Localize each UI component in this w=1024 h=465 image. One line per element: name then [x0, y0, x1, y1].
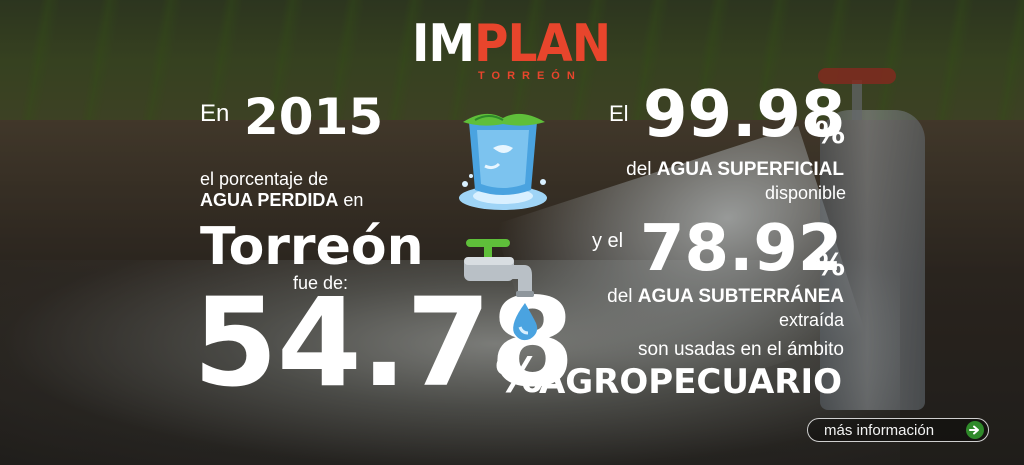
water-lost-bold: AGUA PERDIDA: [200, 190, 339, 210]
surface-water-prefix: del: [626, 159, 652, 180]
faucet-icon: [464, 239, 538, 341]
lost-water-value: 54.78: [193, 272, 575, 414]
water-lost-suffix: en: [343, 190, 364, 210]
surface-water-bold: AGUA SUPERFICIAL: [656, 159, 844, 180]
groundwater-label: del AGUA SUBTERRÁNEA: [607, 286, 844, 308]
more-info-button[interactable]: más información: [807, 418, 989, 442]
intro-text: En: [200, 100, 230, 127]
right-intro-yel: y el: [592, 230, 624, 252]
groundwater-bold: AGUA SUBTERRÁNEA: [637, 286, 844, 307]
percentage-text: el porcentaje de: [200, 169, 329, 189]
surface-water-label: del AGUA SUPERFICIAL: [626, 159, 844, 181]
usage-text: son usadas en el ámbito: [638, 339, 844, 360]
surface-water-percent-sign: %: [815, 116, 846, 151]
logo-subtitle: TORREÓN: [478, 70, 582, 82]
water-glass-icon: [459, 113, 547, 210]
year-heading: 2015: [244, 88, 384, 146]
more-info-label: más información: [824, 421, 935, 439]
implan-logo: IMPLAN: [412, 18, 611, 70]
logo-plan: PLAN: [474, 14, 611, 74]
surface-water-value: 99.98: [643, 78, 846, 152]
groundwater-value: 78.92: [640, 212, 843, 286]
arrow-right-icon: [966, 421, 984, 439]
surface-water-available: disponible: [764, 183, 846, 203]
lost-water-percent-sign: %: [495, 348, 544, 404]
right-intro-el: El: [609, 101, 629, 126]
sector-heading: AGROPECUARIO: [538, 362, 842, 402]
was-text: fue de:: [293, 273, 349, 293]
groundwater-percent-sign: %: [815, 248, 846, 283]
logo-im: IM: [412, 14, 475, 74]
water-lost-text: AGUA PERDIDA en: [200, 190, 363, 211]
city-heading: Torreón: [200, 217, 424, 277]
groundwater-prefix: del: [607, 286, 633, 307]
groundwater-extracted: extraída: [778, 310, 844, 330]
